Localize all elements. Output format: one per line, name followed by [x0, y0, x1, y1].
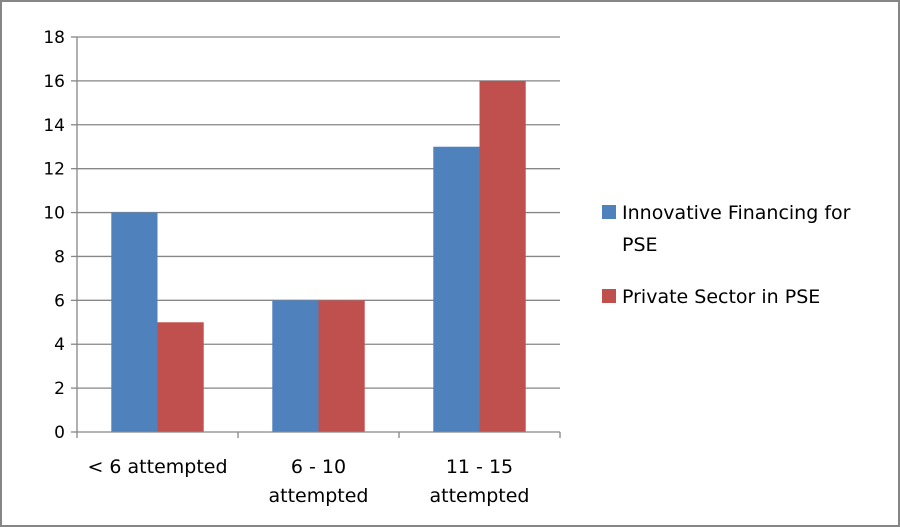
y-tick-label: 18: [43, 28, 65, 48]
x-category-label: 6 - 10: [291, 456, 346, 478]
axis-labels: 0 2 4 6 8 10 12 14 16 18 < 6 attempted 6 - 10 attemp…: [43, 28, 529, 507]
legend-swatch: [602, 205, 616, 219]
bar: [111, 212, 158, 432]
y-tick-label: 10: [43, 204, 65, 224]
bars: [111, 80, 526, 432]
y-tick-label: 8: [54, 247, 65, 267]
legend-label: Private Sector in PSE: [622, 286, 820, 308]
x-category-label: attempted: [268, 485, 368, 507]
legend-label: Innovative Financing for: [622, 202, 851, 224]
legend-label: PSE: [622, 234, 658, 256]
y-tick-label: 12: [43, 160, 65, 180]
y-tick-label: 14: [43, 116, 65, 136]
axes: [71, 36, 561, 438]
y-tick-label: 2: [54, 379, 65, 399]
y-tick-label: 4: [54, 335, 65, 355]
x-category-label: < 6 attempted: [87, 456, 227, 478]
y-tick-label: 0: [54, 423, 65, 443]
x-category-label: 11 - 15: [446, 456, 513, 478]
legend-swatch: [602, 289, 616, 303]
bar: [479, 80, 526, 432]
bar: [157, 322, 204, 432]
bar: [433, 146, 480, 432]
y-tick-label: 16: [43, 72, 65, 92]
bar: [272, 300, 319, 432]
x-category-label: attempted: [429, 485, 529, 507]
y-tick-label: 6: [54, 291, 65, 311]
legend: Innovative Financing for PSE Private Secto…: [602, 202, 851, 308]
bar: [318, 300, 365, 432]
